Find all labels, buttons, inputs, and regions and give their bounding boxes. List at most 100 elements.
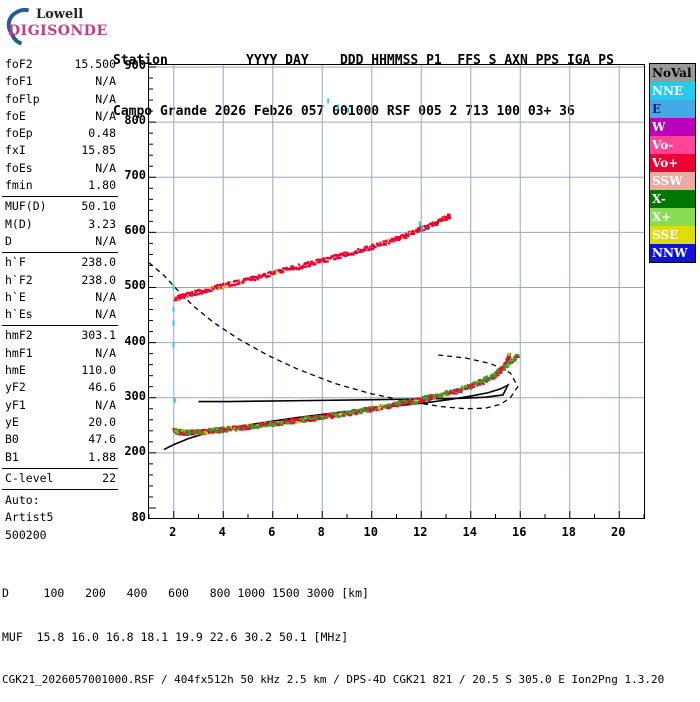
echo-point — [211, 430, 214, 434]
echo-point — [428, 226, 430, 229]
echo-point — [222, 282, 225, 285]
echo-point — [433, 396, 437, 400]
echo-point — [191, 290, 194, 294]
param-row: foEp 0.48 — [2, 126, 118, 143]
ionogram-plot[interactable] — [148, 64, 645, 519]
param-row: B0 47.6 — [2, 432, 118, 449]
station-header-values: Campo Grande 2026 Feb26 057 001000 RSF 0… — [113, 104, 575, 119]
echo-point — [423, 395, 428, 398]
echo-point — [191, 429, 194, 433]
echo-point — [173, 428, 178, 431]
echo-point — [359, 408, 363, 411]
echo-point — [366, 410, 371, 413]
echo-point — [406, 400, 410, 403]
echo-point — [381, 403, 384, 407]
echo-point — [327, 416, 330, 419]
echo-point — [399, 400, 402, 403]
param-value: N/A — [95, 108, 116, 123]
param-key: h`F2 — [5, 272, 33, 287]
param-row: yF1 N/A — [2, 398, 118, 415]
echo-point — [226, 283, 231, 286]
param-row: M(D) 3.23 — [2, 217, 118, 234]
echo-point — [436, 222, 439, 225]
echo-point — [257, 425, 261, 428]
echo-point — [508, 363, 512, 366]
echo-point — [378, 407, 383, 410]
param-row: yE 20.0 — [2, 415, 118, 432]
echo-point — [411, 400, 415, 403]
x-tick-label: 16 — [512, 525, 527, 539]
echo-point — [431, 394, 434, 397]
echo-point — [278, 268, 282, 272]
echo-point — [505, 361, 507, 364]
echo-point — [334, 413, 338, 416]
param-key: M(D) — [5, 216, 33, 231]
echo-point — [270, 272, 273, 276]
param-value: 22 — [102, 470, 116, 485]
echo-point — [394, 402, 398, 406]
echo-point — [399, 236, 404, 239]
echo-point — [218, 430, 222, 433]
echo-point — [217, 427, 220, 430]
echo-point — [176, 432, 181, 435]
direction-color-legend: NoVal NNE E W Vo- Vo+ SSW X- X+ SSE NNW — [649, 63, 696, 263]
echo-point — [249, 424, 253, 427]
echo-point — [499, 369, 504, 372]
echo-point — [232, 427, 235, 431]
legend-item-e[interactable]: E — [650, 100, 695, 118]
legend-item-sse[interactable]: SSE — [650, 226, 695, 244]
echo-point — [510, 358, 515, 361]
echo-point — [241, 428, 245, 431]
ionogram-canvas[interactable] — [148, 65, 645, 518]
param-value: N/A — [95, 345, 116, 360]
echo-point — [498, 371, 503, 374]
echo-point — [410, 231, 414, 234]
legend-item-ssw[interactable]: SSW — [650, 172, 695, 190]
echo-point — [447, 391, 450, 394]
echo-point — [235, 426, 239, 429]
echo-point — [197, 288, 201, 292]
echo-point — [208, 427, 211, 430]
echo-point — [499, 367, 503, 370]
echo-point — [335, 254, 340, 257]
param-key: foEp — [5, 126, 33, 141]
echo-point — [342, 410, 345, 413]
y-tick-label-min: 80 — [131, 510, 146, 524]
echo-point — [284, 268, 288, 271]
legend-item-nnw[interactable]: NNW — [650, 244, 695, 262]
echo-point — [493, 374, 498, 377]
legend-item-noval[interactable]: NoVal — [650, 64, 695, 82]
echo-point — [513, 358, 517, 361]
legend-item-w[interactable]: W — [650, 118, 695, 136]
echo-point — [364, 249, 367, 252]
echo-point — [333, 258, 337, 261]
echo-point — [410, 232, 414, 236]
echo-point — [181, 431, 184, 435]
param-key: foF1 — [5, 74, 33, 89]
echo-point — [253, 279, 257, 282]
echo-point — [343, 251, 348, 254]
echo-point — [329, 257, 332, 260]
legend-item-vo[interactable]: Vo- — [650, 136, 695, 154]
legend-item-vo[interactable]: Vo+ — [650, 154, 695, 172]
echo-point — [275, 270, 279, 273]
echo-point — [385, 240, 388, 243]
trace-x-trace-x+-green- — [173, 353, 520, 436]
footer-file-info: CGK21_2026057001000.RSF / 404fx512h 50 k… — [2, 673, 665, 686]
echo-point — [416, 397, 421, 400]
echo-point — [337, 253, 342, 257]
legend-item-x[interactable]: X+ — [650, 208, 695, 226]
echo-point — [369, 245, 372, 248]
echo-point — [399, 402, 402, 406]
echo-point — [190, 432, 193, 436]
echo-point — [247, 425, 251, 428]
echo-point — [347, 412, 350, 416]
legend-item-nne[interactable]: NNE — [650, 82, 695, 100]
legend-item-x[interactable]: X- — [650, 190, 695, 208]
echo-point — [418, 221, 421, 227]
echo-point — [216, 430, 219, 433]
echo-point — [242, 279, 245, 283]
echo-point — [387, 406, 390, 409]
echo-point — [476, 384, 479, 387]
param-row: foF2 15.500 — [2, 57, 118, 74]
